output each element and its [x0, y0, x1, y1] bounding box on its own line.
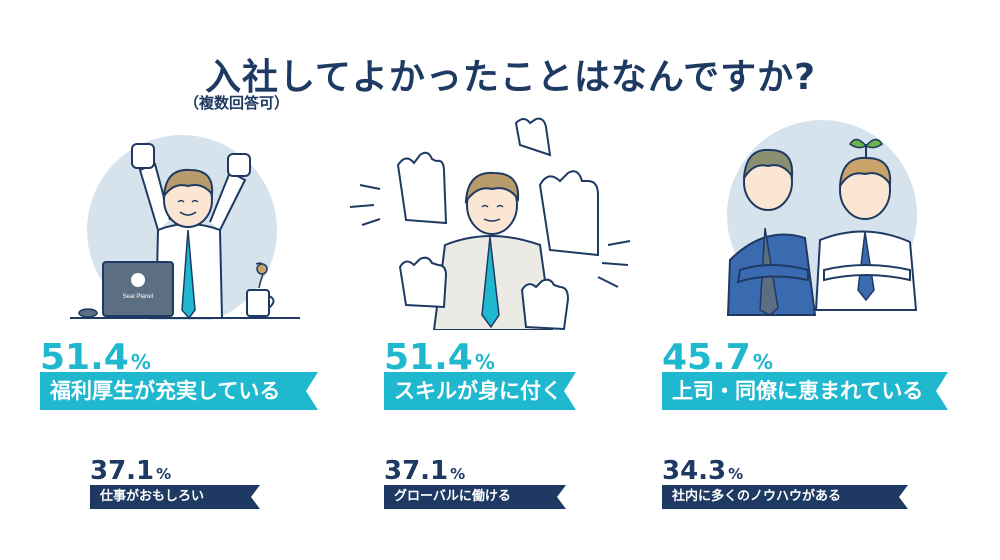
- stat-6-percent: 34.3%: [662, 456, 744, 486]
- stat-2-label: スキルが身に付く: [384, 372, 576, 410]
- two-coworkers-arms-crossed-illustration: [720, 120, 940, 320]
- stat-5-percent: 37.1%: [384, 456, 466, 486]
- stat-1-label: 福利厚生が充実している: [40, 372, 318, 410]
- stat-6-label: 社内に多くのノウハウがある: [662, 485, 908, 509]
- multiple-answer-note: （複数回答可）: [184, 94, 290, 112]
- praised-man-with-clapping-hands-illustration: [340, 115, 650, 330]
- stat-4-percent: 37.1%: [90, 456, 172, 486]
- stat-3-label: 上司・同僚に恵まれている: [662, 372, 948, 410]
- stat-3-percent: 45.7%: [662, 337, 773, 378]
- stat-1-percent: 51.4%: [40, 337, 151, 378]
- office-worker-celebrating-illustration: Seal Planet: [70, 130, 330, 320]
- laptop-logo-text: Seal Planet: [123, 294, 154, 300]
- stat-5-label: グローバルに働ける: [384, 485, 566, 509]
- stat-4-label: 仕事がおもしろい: [90, 485, 260, 509]
- page-title: 入社してよかったことはなんですか?: [205, 57, 817, 98]
- stat-2-percent: 51.4%: [384, 337, 495, 378]
